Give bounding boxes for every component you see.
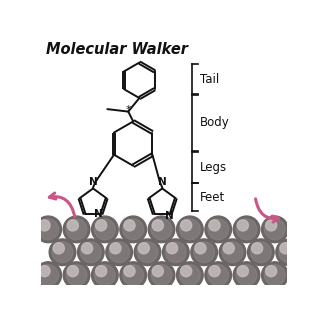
Text: Legs: Legs	[200, 161, 227, 174]
Circle shape	[180, 220, 192, 231]
Circle shape	[109, 242, 130, 263]
Circle shape	[110, 243, 121, 254]
Circle shape	[276, 239, 302, 266]
Circle shape	[237, 220, 248, 231]
Circle shape	[123, 265, 144, 285]
Circle shape	[134, 239, 161, 266]
Circle shape	[180, 265, 200, 285]
Text: Feet: Feet	[200, 191, 225, 204]
Circle shape	[266, 220, 277, 231]
Text: N: N	[158, 178, 167, 188]
Circle shape	[205, 216, 231, 243]
Circle shape	[138, 243, 149, 254]
Circle shape	[233, 262, 260, 288]
Circle shape	[252, 243, 263, 254]
Circle shape	[94, 219, 115, 240]
Circle shape	[148, 216, 175, 243]
FancyArrowPatch shape	[49, 193, 75, 217]
Circle shape	[120, 262, 147, 288]
Circle shape	[82, 243, 93, 254]
Circle shape	[152, 220, 164, 231]
Circle shape	[77, 239, 104, 266]
Circle shape	[265, 265, 285, 285]
Circle shape	[152, 266, 164, 277]
Text: N: N	[94, 209, 103, 219]
Circle shape	[151, 265, 172, 285]
Circle shape	[248, 239, 274, 266]
Circle shape	[53, 243, 64, 254]
Text: N: N	[89, 178, 97, 188]
FancyArrowPatch shape	[256, 199, 279, 222]
Circle shape	[148, 262, 175, 288]
Circle shape	[35, 216, 61, 243]
Circle shape	[92, 216, 118, 243]
Circle shape	[237, 266, 248, 277]
Circle shape	[209, 220, 220, 231]
Circle shape	[236, 265, 257, 285]
Circle shape	[38, 219, 59, 240]
Circle shape	[94, 265, 115, 285]
Circle shape	[66, 219, 87, 240]
Circle shape	[280, 243, 291, 254]
Circle shape	[66, 265, 87, 285]
Circle shape	[80, 242, 101, 263]
Circle shape	[39, 220, 50, 231]
Circle shape	[261, 216, 288, 243]
Circle shape	[166, 243, 178, 254]
Circle shape	[236, 219, 257, 240]
Circle shape	[35, 262, 61, 288]
Circle shape	[92, 262, 118, 288]
Circle shape	[63, 262, 90, 288]
Circle shape	[151, 219, 172, 240]
Text: Molecular Walker: Molecular Walker	[46, 42, 188, 57]
Circle shape	[163, 239, 189, 266]
Text: Tail: Tail	[200, 73, 219, 85]
Circle shape	[205, 262, 231, 288]
Text: N: N	[165, 211, 174, 221]
Circle shape	[49, 239, 76, 266]
Circle shape	[177, 262, 203, 288]
Circle shape	[124, 220, 135, 231]
Circle shape	[191, 239, 218, 266]
Circle shape	[194, 242, 214, 263]
Circle shape	[124, 266, 135, 277]
Circle shape	[219, 239, 246, 266]
Circle shape	[251, 242, 271, 263]
Circle shape	[222, 242, 243, 263]
Circle shape	[208, 219, 228, 240]
Circle shape	[67, 266, 78, 277]
Circle shape	[279, 242, 300, 263]
Circle shape	[180, 266, 192, 277]
Circle shape	[266, 266, 277, 277]
Circle shape	[96, 220, 107, 231]
Circle shape	[223, 243, 234, 254]
Circle shape	[137, 242, 158, 263]
Circle shape	[39, 266, 50, 277]
Circle shape	[261, 262, 288, 288]
Text: *: *	[126, 105, 132, 115]
Circle shape	[106, 239, 132, 266]
Circle shape	[208, 265, 228, 285]
Text: Body: Body	[200, 116, 229, 129]
Circle shape	[265, 219, 285, 240]
Circle shape	[123, 219, 144, 240]
Circle shape	[96, 266, 107, 277]
Circle shape	[52, 242, 73, 263]
Circle shape	[233, 216, 260, 243]
Circle shape	[209, 266, 220, 277]
Circle shape	[195, 243, 206, 254]
Circle shape	[67, 220, 78, 231]
Circle shape	[180, 219, 200, 240]
Circle shape	[165, 242, 186, 263]
Circle shape	[120, 216, 147, 243]
Circle shape	[63, 216, 90, 243]
Circle shape	[177, 216, 203, 243]
Circle shape	[38, 265, 59, 285]
